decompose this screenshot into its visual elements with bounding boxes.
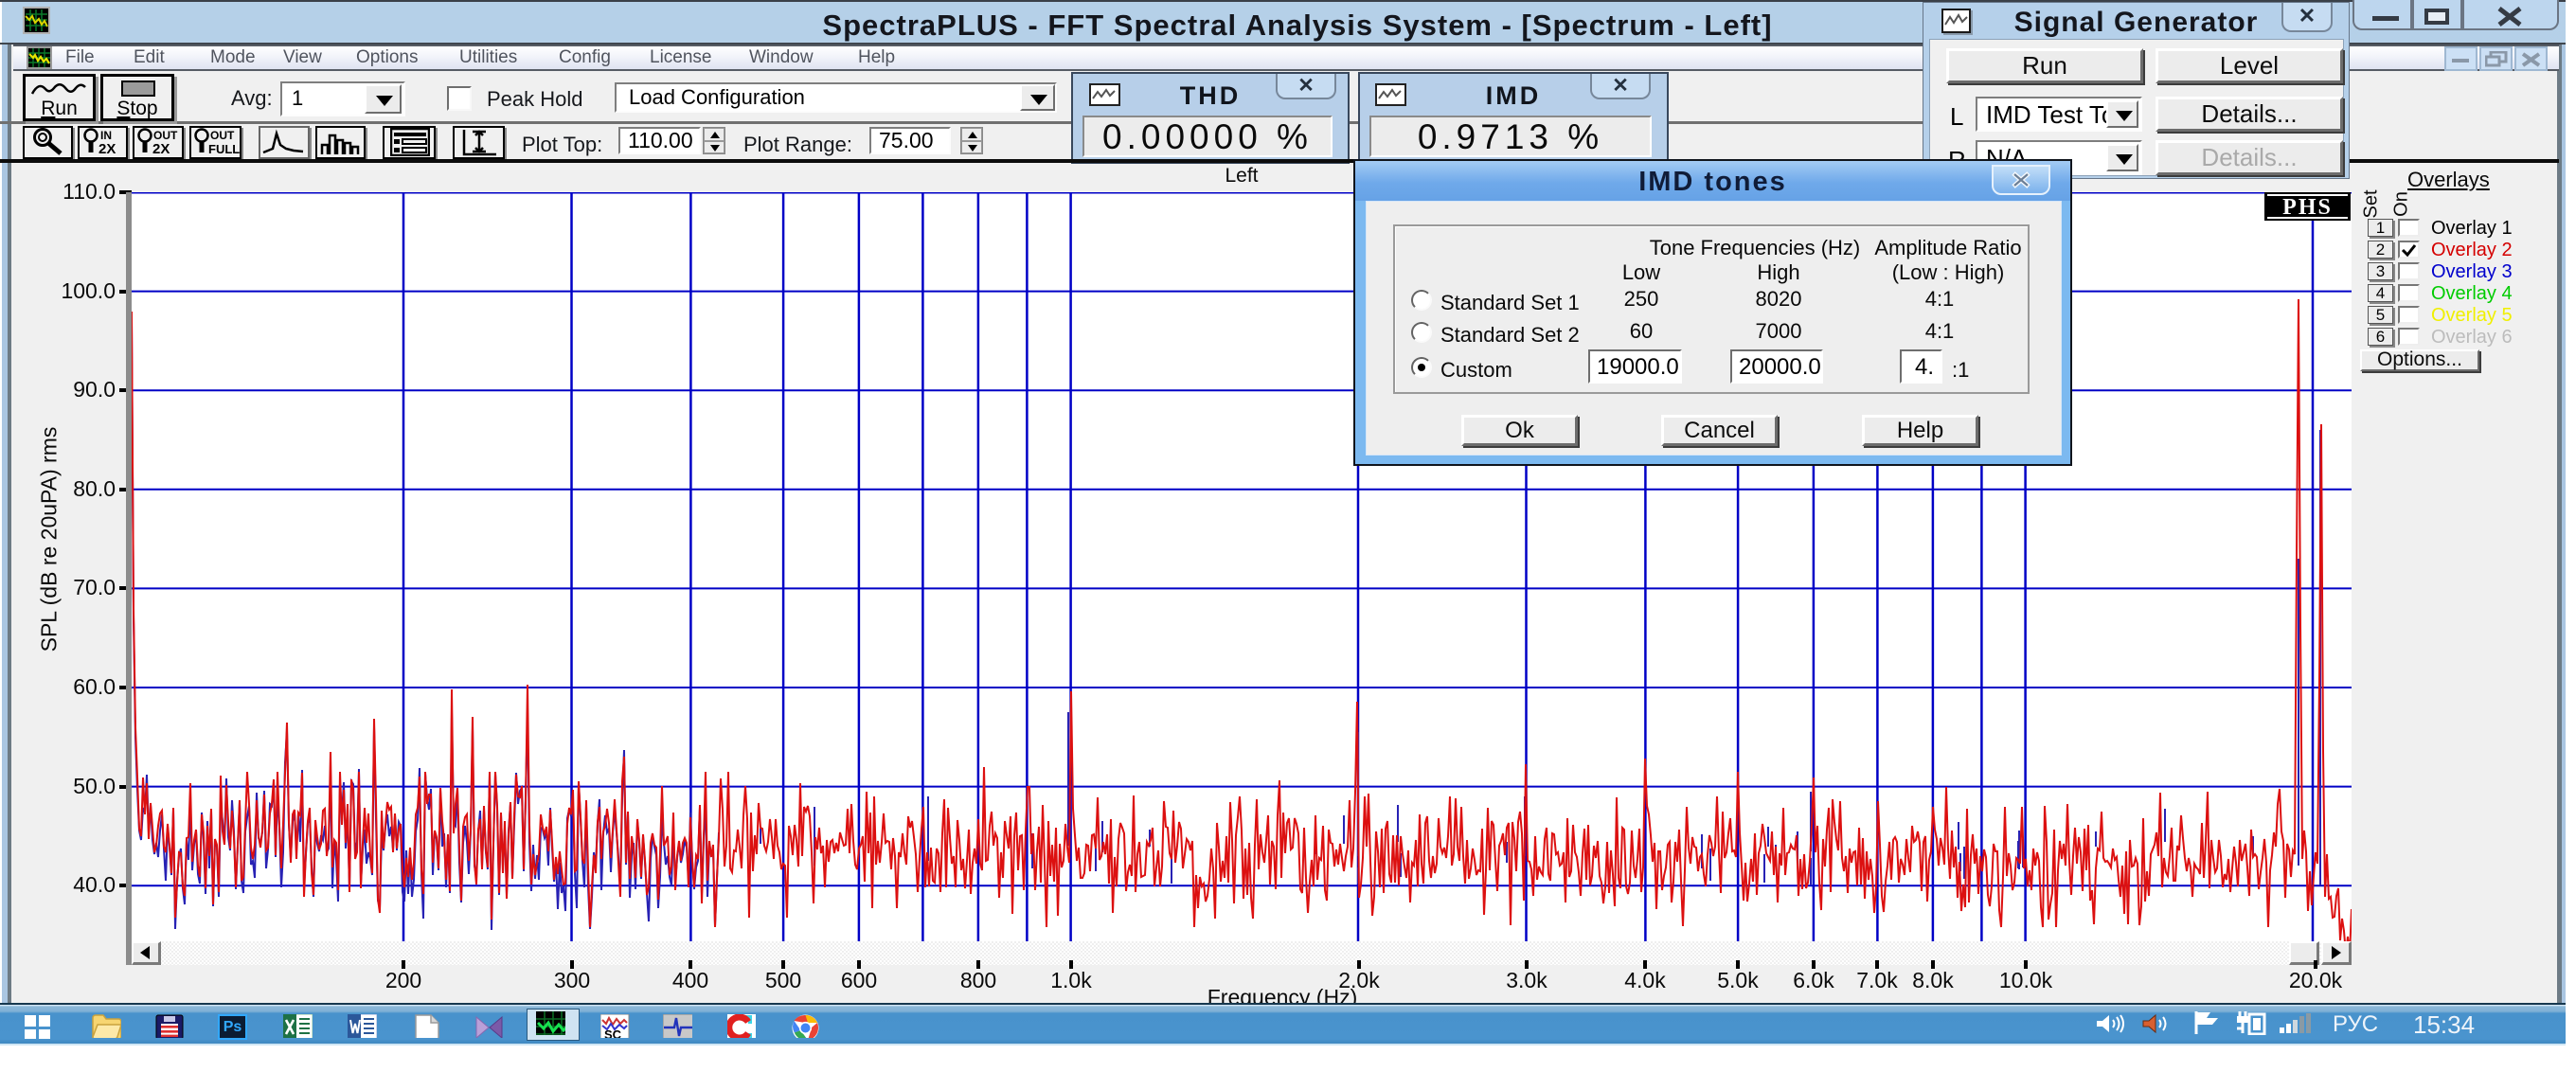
- svg-text:SC: SC: [604, 1027, 622, 1038]
- svg-text:2X: 2X: [152, 141, 170, 157]
- svg-text:2X: 2X: [98, 141, 116, 157]
- svg-text:OUT: OUT: [153, 129, 178, 142]
- svg-text:IN: IN: [100, 129, 112, 142]
- svg-text:FULL: FULL: [208, 142, 240, 156]
- svg-text:OUT: OUT: [210, 129, 235, 142]
